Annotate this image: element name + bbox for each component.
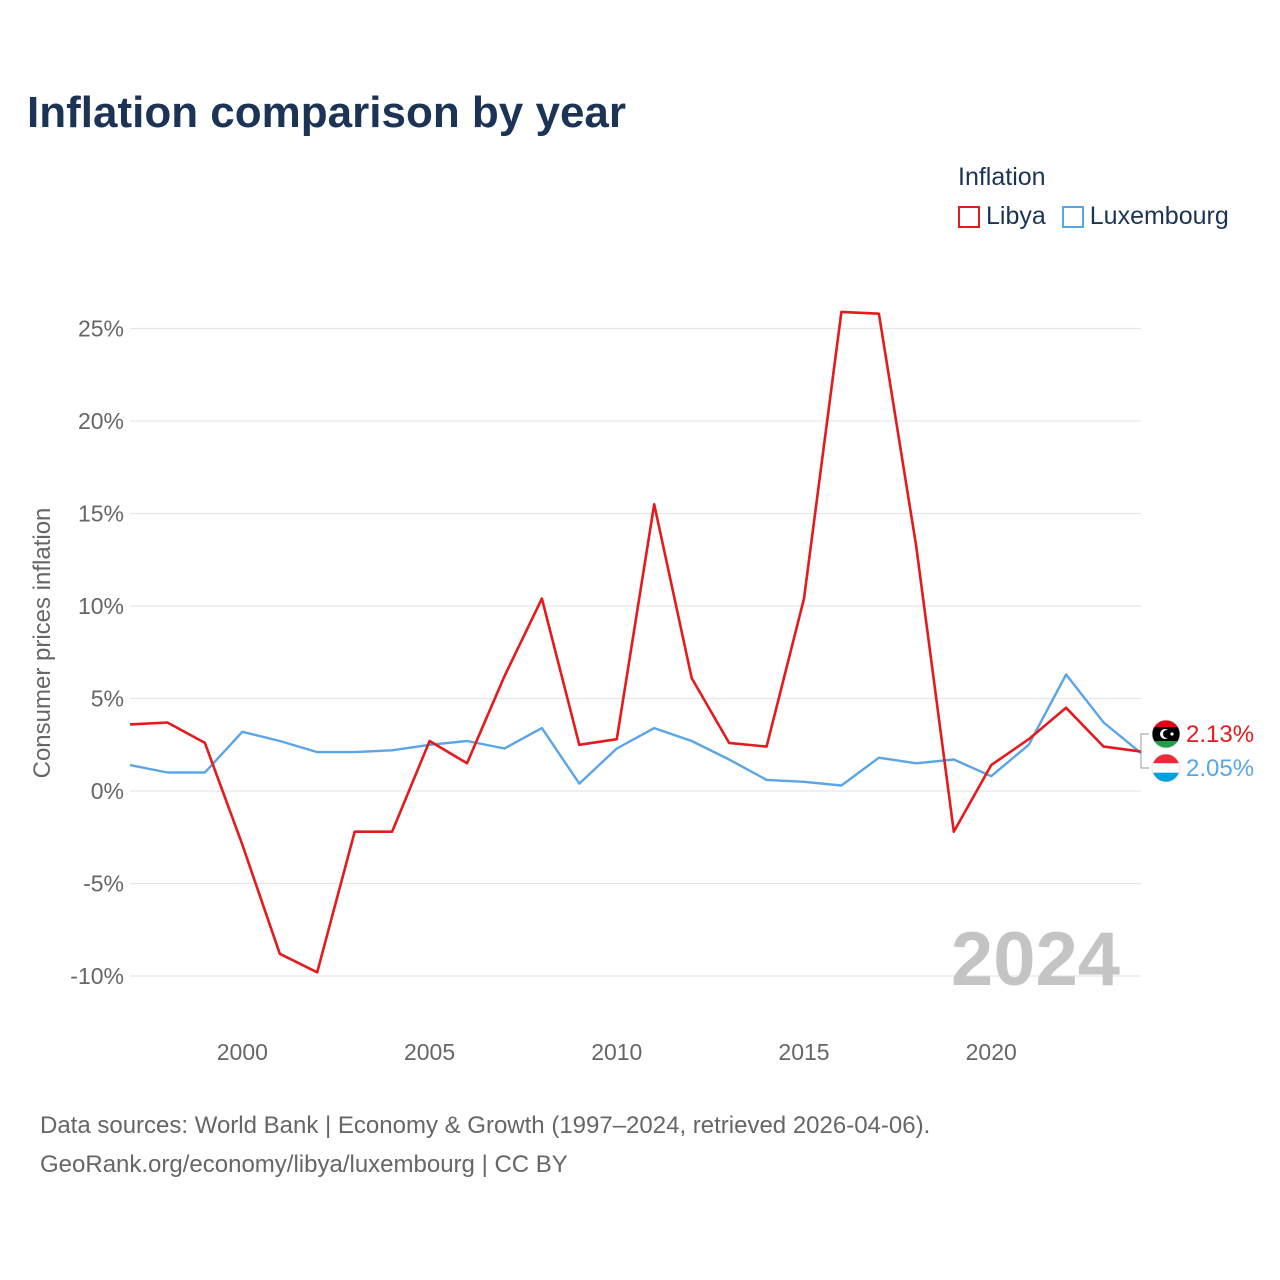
y-tick-label: 20%	[78, 408, 124, 434]
y-tick-label: -10%	[70, 963, 124, 989]
x-tick-label: 2000	[217, 1039, 268, 1065]
end-label-connector	[1140, 753, 1149, 769]
end-label-libya: 2.13%	[1186, 721, 1254, 748]
x-tick-label: 2005	[404, 1039, 455, 1065]
y-tick-label: 10%	[78, 593, 124, 619]
libya-flag-icon	[1151, 719, 1181, 749]
end-labels: 2.13% 2.05%	[1140, 719, 1254, 783]
x-tick-label: 2015	[778, 1039, 829, 1065]
x-tick-label: 2020	[966, 1039, 1017, 1065]
footer: Data sources: World Bank | Economy & Gro…	[40, 1106, 930, 1184]
legend-label-libya: Libya	[986, 202, 1046, 230]
grid-lines	[130, 327, 1141, 977]
chart-title: Inflation comparison by year	[27, 88, 627, 137]
current-year-watermark: 2024	[951, 917, 1120, 1002]
end-label-luxembourg: 2.05%	[1186, 755, 1254, 782]
y-tick-label: 15%	[78, 501, 124, 527]
data-source-note: Data sources: World Bank | Economy & Gro…	[40, 1112, 931, 1139]
legend-swatch-luxembourg	[1061, 205, 1084, 228]
y-tick-label: 0%	[91, 778, 124, 804]
series-line-luxembourg[interactable]	[129, 673, 1142, 787]
attribution-link[interactable]: GeoRank.org/economy/libya/luxembourg | C…	[40, 1151, 568, 1178]
end-label-connector	[1140, 733, 1149, 752]
luxembourg-flag-icon	[1151, 753, 1181, 783]
series-line-libya[interactable]	[129, 310, 1142, 974]
y-axis-ticks: -10% -5% 0% 5% 10% 15% 20% 25%	[70, 316, 124, 990]
series-lines	[129, 310, 1142, 974]
legend-items: Libya Luxembourg	[958, 202, 1229, 231]
y-axis-title: Consumer prices inflation	[29, 508, 56, 779]
legend-item-libya[interactable]: Libya	[958, 202, 1046, 231]
x-tick-label: 2010	[591, 1039, 642, 1065]
legend: Inflation Libya Luxembourg	[958, 163, 1229, 231]
legend-label-luxembourg: Luxembourg	[1089, 202, 1229, 230]
y-tick-label: 25%	[78, 316, 124, 342]
y-tick-label: 5%	[91, 686, 124, 712]
legend-item-luxembourg[interactable]: Luxembourg	[1061, 202, 1229, 231]
legend-title: Inflation	[958, 163, 1046, 191]
x-axis-ticks: 2000 2005 2010 2015 2020	[217, 1039, 1017, 1065]
y-tick-label: -5%	[83, 871, 124, 897]
legend-swatch-libya	[958, 205, 980, 228]
